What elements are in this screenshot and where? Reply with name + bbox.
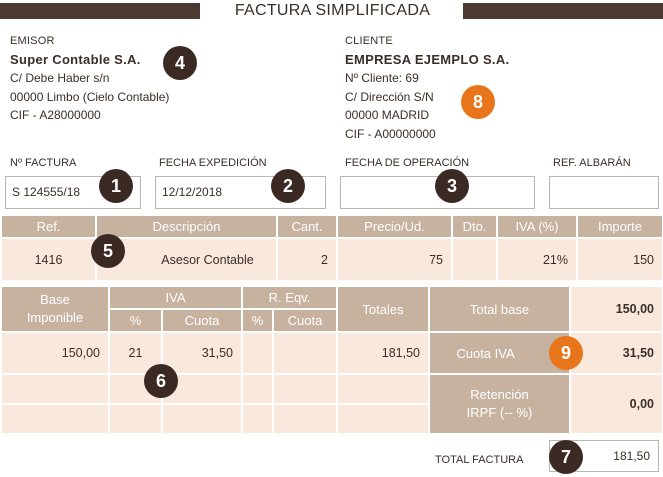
fecha-expedicion-label: FECHA EXPEDICIÓN bbox=[159, 157, 267, 169]
cliente-label: CLIENTE bbox=[345, 35, 393, 47]
emisor-address: C/ Debe Haber s/n bbox=[10, 71, 110, 85]
item-descripcion: Asesor Contable bbox=[97, 239, 276, 280]
totales-header: Totales bbox=[338, 287, 428, 331]
title-bar-right bbox=[463, 3, 663, 19]
summary-empty-cell bbox=[274, 375, 336, 403]
emisor-block: EMISOR Super Contable S.A. C/ Debe Haber… bbox=[10, 32, 169, 125]
col-header-cant: Cant. bbox=[278, 216, 336, 237]
item-ref: 1416 bbox=[2, 239, 95, 280]
badge-8: 8 bbox=[461, 85, 495, 119]
summary-empty-cell bbox=[338, 405, 428, 433]
ref-albaran-label: REF. ALBARÁN bbox=[553, 157, 631, 169]
summary-empty-cell bbox=[243, 405, 272, 433]
summary-empty-cell bbox=[338, 375, 428, 403]
iva-pct-header: % bbox=[110, 310, 161, 331]
summary-empty-cell bbox=[2, 375, 108, 403]
item-cant: 2 bbox=[278, 239, 336, 280]
iva-cuota-value: 31,50 bbox=[163, 333, 241, 373]
req-cuota-header: Cuota bbox=[274, 310, 336, 331]
badge-4: 4 bbox=[163, 46, 197, 80]
ref-albaran-field[interactable] bbox=[549, 176, 659, 209]
req-pct-value bbox=[243, 333, 272, 373]
title-bar-left bbox=[0, 3, 200, 19]
req-header: R. Eqv. bbox=[243, 287, 336, 308]
cliente-name: EMPRESA EJEMPLO S.A. bbox=[345, 51, 510, 67]
summary-empty-cell bbox=[2, 405, 108, 433]
fecha-operacion-label: FECHA DE OPERACIÓN bbox=[345, 157, 470, 169]
base-imponible-header: Base Imponible bbox=[2, 287, 108, 331]
col-header-dto: Dto. bbox=[453, 216, 496, 237]
cliente-number: Nº Cliente: 69 bbox=[345, 71, 419, 85]
req-pct-header: % bbox=[243, 310, 272, 331]
emisor-city: 00000 Limbo (Cielo Contable) bbox=[10, 89, 170, 104]
total-base-label: Total base bbox=[430, 287, 569, 331]
summary-empty-cell bbox=[110, 405, 161, 433]
badge-7: 7 bbox=[549, 440, 583, 474]
base-imponible-header-line: Base Imponible bbox=[26, 292, 84, 325]
item-dto bbox=[453, 239, 496, 280]
emisor-cif: CIF - A28000000 bbox=[10, 108, 101, 122]
total-factura-label: TOTAL FACTURA bbox=[435, 454, 524, 466]
col-header-ref: Ref. bbox=[2, 216, 95, 237]
cliente-city: 00000 MADRID bbox=[345, 108, 430, 122]
invoice-title: FACTURA SIMPLIFICADA bbox=[234, 2, 431, 19]
item-importe: 150 bbox=[578, 239, 662, 280]
col-header-importe: Importe bbox=[578, 216, 662, 237]
cliente-cif: CIF - A00000000 bbox=[345, 126, 436, 141]
emisor-label: EMISOR bbox=[10, 35, 55, 47]
badge-9: 9 bbox=[549, 336, 583, 370]
factura-number-label: Nº FACTURA bbox=[10, 157, 77, 169]
cuota-iva-value: 31,50 bbox=[571, 333, 662, 373]
base-value: 150,00 bbox=[2, 333, 108, 373]
summary-empty-cell bbox=[243, 375, 272, 403]
badge-2: 2 bbox=[271, 169, 305, 203]
cliente-address: C/ Dirección S/N bbox=[345, 89, 434, 104]
req-cuota-value bbox=[274, 333, 336, 373]
col-header-precio: Precio/Ud. bbox=[338, 216, 451, 237]
retencion-label: Retención IRPF (-- %) bbox=[430, 375, 569, 433]
summary-empty-cell bbox=[163, 405, 241, 433]
col-header-descripcion: Descripción bbox=[97, 216, 276, 237]
summary-empty-cell bbox=[274, 405, 336, 433]
badge-6: 6 bbox=[144, 364, 178, 398]
badge-3: 3 bbox=[435, 169, 469, 203]
col-header-iva: IVA (%) bbox=[498, 216, 576, 237]
badge-1: 1 bbox=[99, 169, 133, 203]
cuota-iva-label-text: Cuota IVA bbox=[456, 345, 515, 361]
iva-header: IVA bbox=[110, 287, 241, 308]
retencion-label-text: Retención IRPF (-- %) bbox=[466, 387, 533, 420]
cuota-iva-label: Cuota IVA bbox=[430, 333, 569, 373]
iva-cuota-header: Cuota bbox=[163, 310, 241, 331]
item-iva: 21% bbox=[498, 239, 576, 280]
totales-value: 181,50 bbox=[338, 333, 428, 373]
retencion-value: 0,00 bbox=[571, 375, 662, 433]
item-precio: 75 bbox=[338, 239, 451, 280]
emisor-name: Super Contable S.A. bbox=[10, 51, 141, 67]
total-base-value: 150,00 bbox=[571, 287, 662, 331]
badge-5: 5 bbox=[91, 234, 125, 268]
cliente-block: CLIENTE EMPRESA EJEMPLO S.A. Nº Cliente:… bbox=[345, 32, 509, 143]
